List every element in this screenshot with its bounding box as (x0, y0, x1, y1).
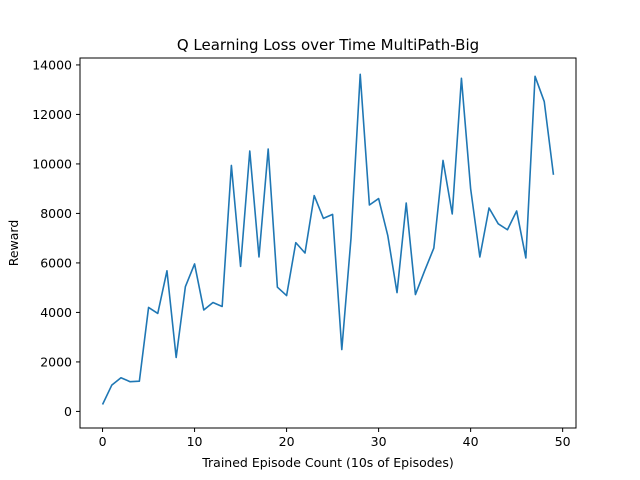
plot-area (101, 73, 555, 405)
y-tick-label: 12000 (32, 107, 72, 122)
axes-frame (79, 57, 577, 429)
chart-title: Q Learning Loss over Time MultiPath-Big (177, 36, 479, 54)
series-line (101, 73, 555, 405)
y-axis: 0 2000 4000 6000 8000 10000 12000 14000 (32, 57, 80, 419)
x-tick-label: 30 (371, 434, 387, 449)
y-tick-label: 0 (64, 404, 72, 419)
x-axis-label: Trained Episode Count (10s of Episodes) (201, 455, 454, 470)
y-tick-label: 8000 (40, 206, 72, 221)
y-tick-label: 6000 (40, 255, 72, 270)
y-tick-label: 4000 (40, 305, 72, 320)
y-axis-label: Reward (6, 220, 21, 267)
y-tick-label: 10000 (32, 156, 72, 171)
x-tick-label: 10 (187, 434, 203, 449)
y-tick-label: 2000 (40, 354, 72, 369)
x-tick-label: 40 (463, 434, 479, 449)
x-tick-label: 0 (99, 434, 107, 449)
x-tick-label: 50 (555, 434, 571, 449)
y-tick-label: 14000 (32, 57, 72, 72)
x-axis: 0 10 20 30 40 50 (99, 428, 571, 449)
x-tick-label: 20 (279, 434, 295, 449)
